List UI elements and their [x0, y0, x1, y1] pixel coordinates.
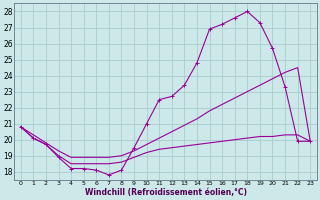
- X-axis label: Windchill (Refroidissement éolien,°C): Windchill (Refroidissement éolien,°C): [84, 188, 246, 197]
